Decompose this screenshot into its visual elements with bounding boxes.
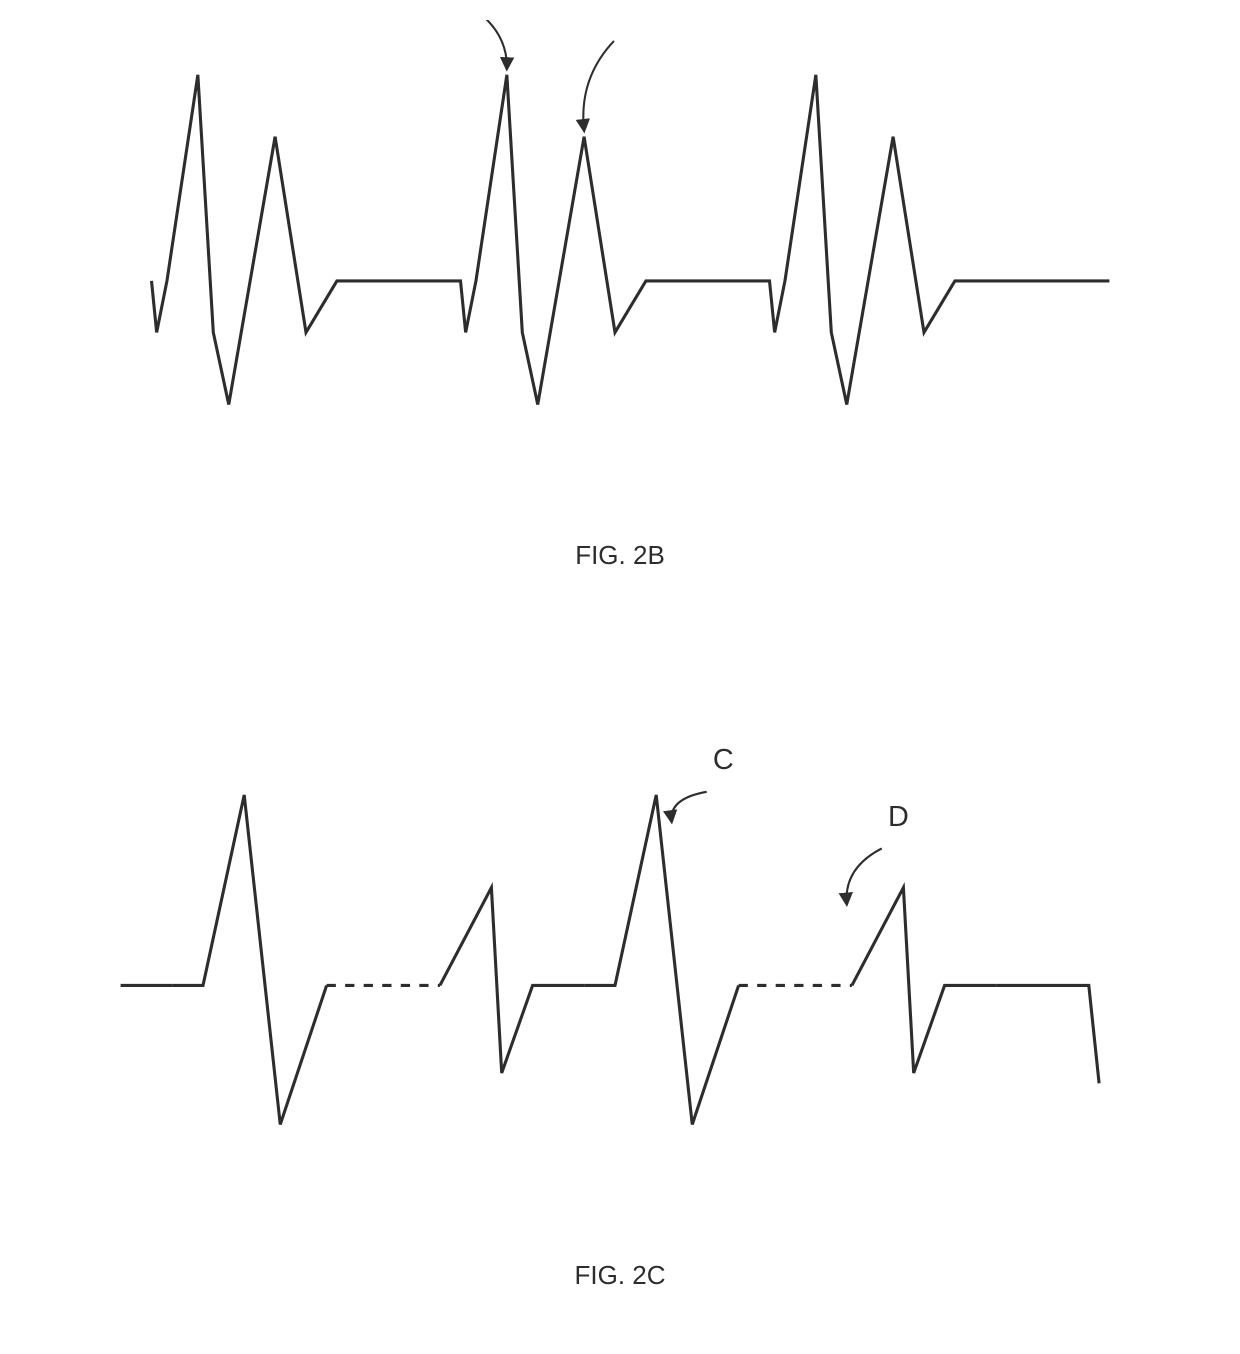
label-b: B [620,20,639,25]
label-d: D [888,801,909,833]
figure-2b-waveform: AB [100,20,1130,480]
label-c: C [713,744,734,776]
figure-2b-caption: FIG. 2B [0,540,1240,571]
figure-2c-waveform: CD [100,740,1130,1200]
figure-2c-caption: FIG. 2C [0,1260,1240,1291]
